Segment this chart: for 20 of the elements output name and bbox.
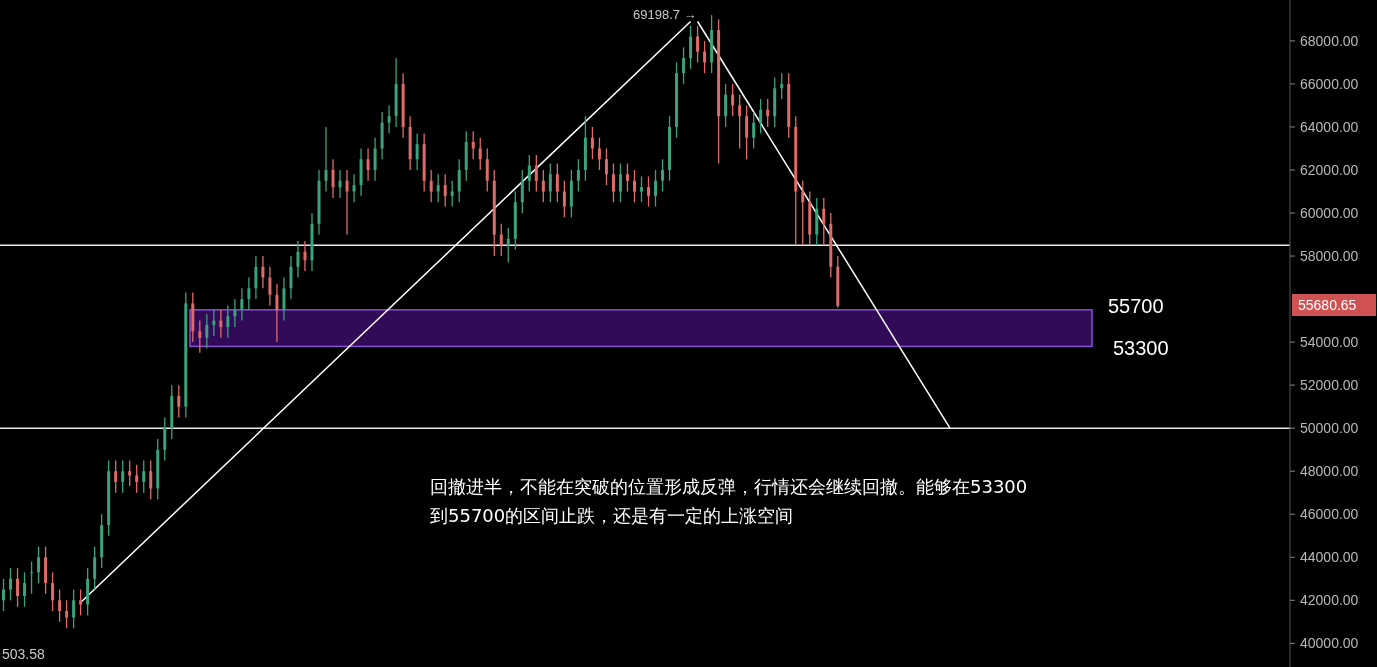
y-tick-label: 66000.00 [1300,75,1359,92]
y-tick-label: 52000.00 [1300,377,1359,394]
y-tick-label: 64000.00 [1300,118,1359,135]
y-tick-label: 46000.00 [1300,506,1359,523]
y-tick-label: 60000.00 [1300,205,1359,222]
annotation: 69198.7 → [633,7,697,22]
y-tick-label: 58000.00 [1300,248,1359,265]
annotation: 503.58 [2,646,46,662]
y-tick-label: 42000.00 [1300,592,1359,609]
annotation: 53300 [1113,337,1169,359]
y-tick-label: 44000.00 [1300,549,1359,566]
y-tick-label: 54000.00 [1300,334,1359,351]
text: 55680.65 [1298,297,1357,313]
y-tick-label: 50000.00 [1300,420,1359,437]
y-tick-label: 62000.00 [1300,161,1359,178]
annotation: 55700 [1108,295,1164,317]
y-tick-label: 40000.00 [1300,635,1359,652]
y-tick-label: 68000.00 [1300,32,1359,49]
annotation: 回撤进半，不能在突破的位置形成反弹，行情还会继续回撤。能够在53300到55700的区间止跌，还是有一定的上涨空间 [430,475,1029,528]
y-tick-label: 48000.00 [1300,463,1359,480]
